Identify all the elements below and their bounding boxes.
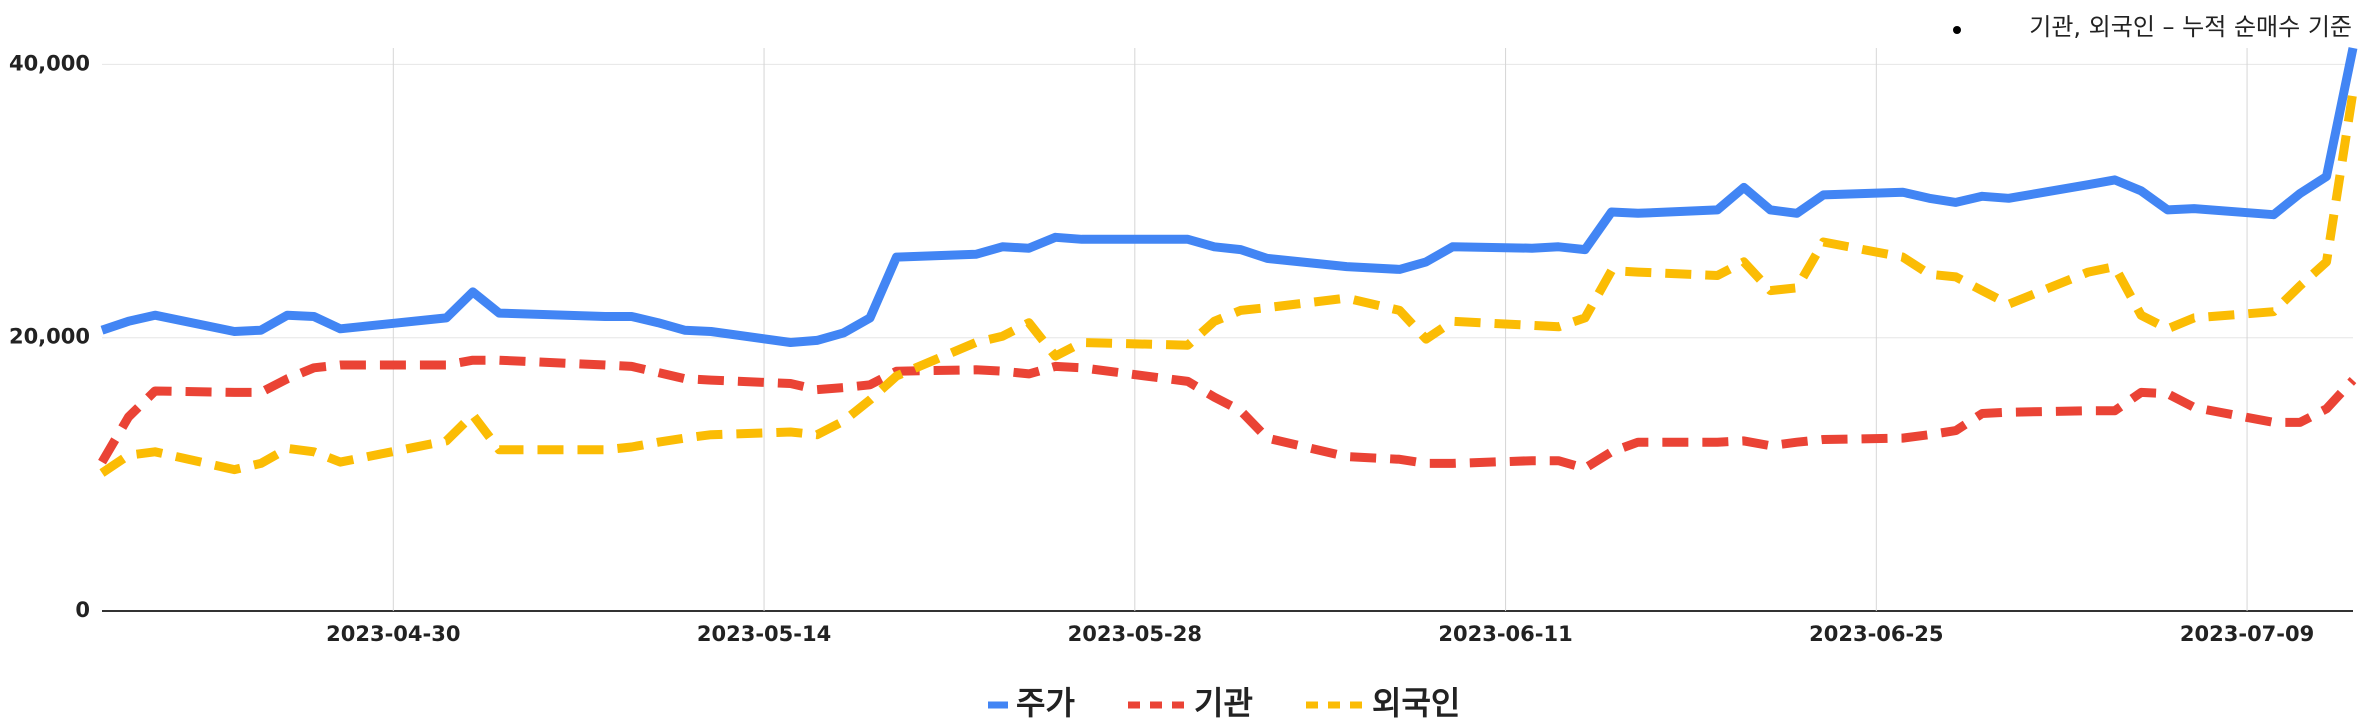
legend-label: 주가	[1016, 684, 1075, 722]
line-series	[98, 355, 2357, 473]
x-tick-label: 2023-04-30	[326, 622, 460, 646]
annotation: 기관, 외국인 – 누적 순매수 기준	[2029, 13, 2352, 41]
line-series	[100, 47, 2358, 347]
y-tick-label: 20,000	[9, 325, 90, 349]
legend-label: 외국인	[1372, 684, 1460, 722]
x-tick-label: 2023-06-25	[1809, 622, 1943, 646]
x-tick-label: 2023-05-14	[697, 622, 831, 646]
x-tick-label: 2023-06-11	[1438, 622, 1572, 646]
x-tick-label: 2023-07-09	[2180, 622, 2314, 646]
x-tick-label: 2023-05-28	[1068, 622, 1202, 646]
y-tick-label: 40,000	[9, 51, 90, 75]
y-tick-label: 0	[75, 598, 90, 622]
legend-label: 기관	[1194, 684, 1253, 722]
annotation-bullet	[1953, 26, 1961, 34]
line-series	[99, 91, 2358, 477]
